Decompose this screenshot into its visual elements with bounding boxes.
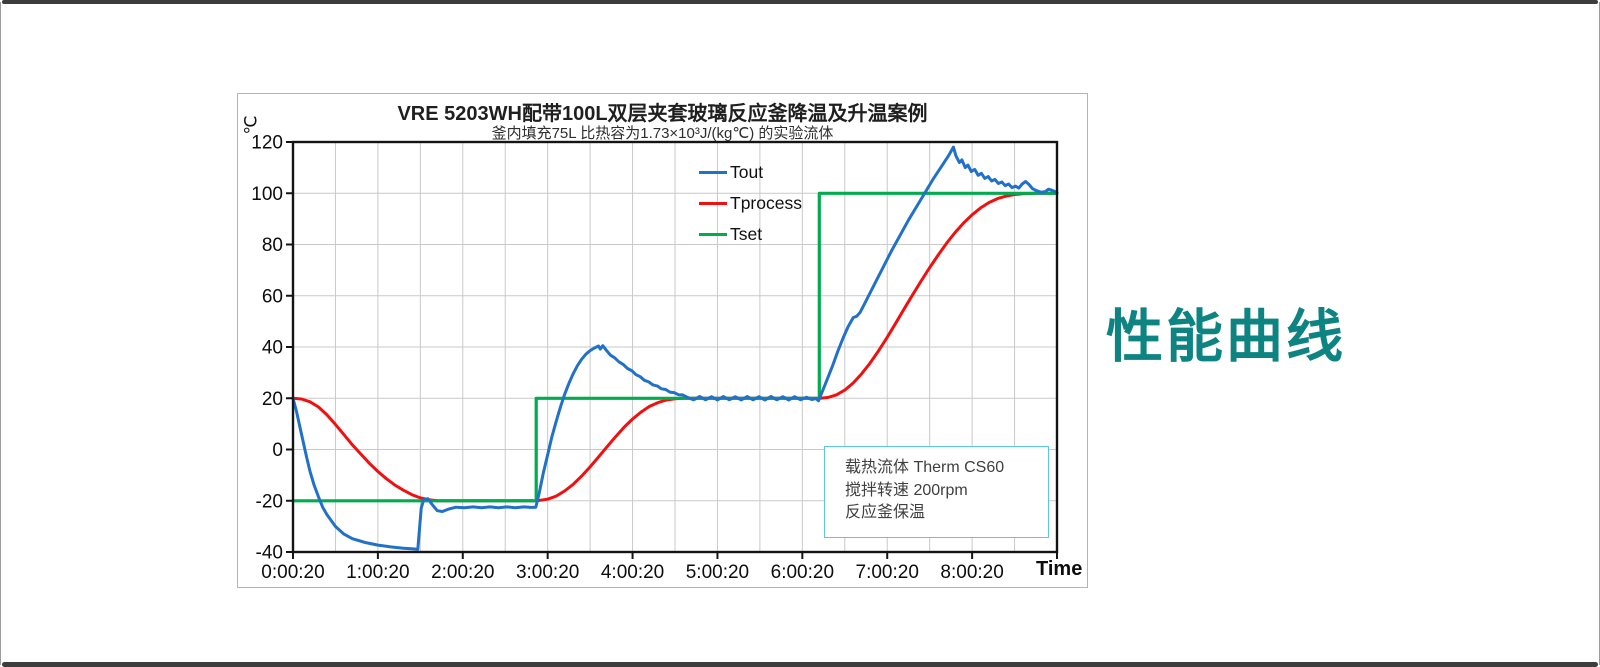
x-tick-label: 7:00:20 (856, 562, 919, 583)
page-bottom-border (2, 662, 1598, 667)
legend-label: Tprocess (730, 193, 802, 213)
y-tick-label: 0 (272, 440, 283, 461)
annotation-box: 载热流体 Therm CS60 搅拌转速 200rpm 反应釜保温 (824, 446, 1049, 538)
series-line-tout (291, 145, 1059, 551)
legend-label: Tset (730, 224, 763, 244)
legend-item-tset: Tset (699, 219, 802, 250)
legend-item-tout: Tout (699, 157, 802, 188)
y-tick-label: 40 (262, 338, 283, 359)
tout-line-swatch (699, 170, 727, 175)
x-tick-label: 8:00:20 (940, 562, 1003, 583)
y-tick-label: 80 (262, 235, 283, 256)
tset-line-swatch (699, 232, 727, 237)
y-tick-label: -20 (256, 491, 283, 512)
x-tick-label: 5:00:20 (686, 562, 749, 583)
x-tick-label: 3:00:20 (516, 562, 579, 583)
tprocess-line-swatch (699, 201, 727, 206)
page-left-border (0, 2, 1, 665)
x-tick-label: 0:00:20 (261, 562, 324, 583)
y-tick-label: 20 (262, 389, 283, 410)
page-top-border (2, 0, 1598, 4)
y-tick-label: -40 (256, 543, 283, 564)
x-tick-label: 6:00:20 (771, 562, 834, 583)
x-tick-label: 2:00:20 (431, 562, 494, 583)
side-heading: 性能曲线 (1106, 305, 1346, 369)
series-line-tprocess (291, 191, 1059, 503)
annotation-line: 载热流体 Therm CS60 (845, 459, 1005, 476)
y-tick-label: 120 (251, 133, 283, 154)
axis-labels: 0:00:20 1:00:20 2:00:20 3:00:20 4:00:20 5:00:… (251, 133, 1004, 584)
chart-title: VRE 5203WH配带100L双层夹套玻璃反应釜降温及升温案例 (397, 103, 928, 125)
legend-label: Tout (730, 162, 764, 182)
annotation-line: 搅拌转速 200rpm (845, 481, 968, 499)
x-tick-label: 4:00:20 (601, 562, 664, 583)
y-tick-label: 100 (251, 184, 283, 205)
x-axis-title: Time (1036, 558, 1083, 580)
plot-area: 0:00:20 1:00:20 2:00:20 3:00:20 4:00:20 5:00:… (251, 133, 1059, 584)
series-lines (291, 145, 1059, 551)
legend-item-tprocess: Tprocess (699, 188, 802, 219)
chart-subtitle: 釜内填充75L 比热容为1.73×10³J/(kg℃) 的实验流体 (491, 125, 834, 142)
annotation-line: 反应釜保温 (845, 504, 926, 521)
performance-chart-card: VRE 5203WH配带100L双层夹套玻璃反应釜降温及升温案例 釜内填充75L… (237, 93, 1088, 588)
axis-ticks (286, 141, 1058, 559)
chart-legend: Tout Tprocess Tset (699, 157, 802, 250)
series-line-tset (291, 191, 1059, 503)
y-tick-label: 60 (262, 286, 283, 307)
x-tick-label: 1:00:20 (346, 562, 409, 583)
